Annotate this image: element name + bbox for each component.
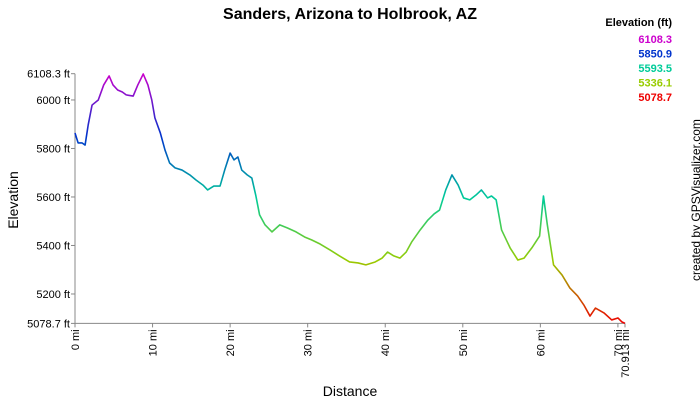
y-tick-label: 6000 ft: [36, 95, 70, 107]
chart-title: Sanders, Arizona to Holbrook, AZ: [223, 6, 477, 23]
elevation-line: [74, 73, 626, 325]
x-tick-label: 60 mi: [535, 329, 547, 356]
x-tick-label: 50 mi: [458, 329, 470, 356]
legend-value: 6108.3: [638, 34, 672, 46]
x-tick-label: 40 mi: [380, 329, 392, 356]
legend-value: 5593.5: [638, 63, 672, 75]
y-tick-label: 5078.7 ft: [27, 318, 70, 330]
x-tick-label: 70 mi: [613, 329, 625, 356]
y-tick-label: 5800 ft: [36, 143, 70, 155]
y-tick-label: 6108.3 ft: [27, 69, 70, 81]
x-tick-label: 0 mi: [70, 329, 82, 350]
y-tick-label: 5400 ft: [36, 240, 70, 252]
legend-value: 5078.7: [638, 92, 672, 104]
y-tick-label: 5600 ft: [36, 192, 70, 204]
x-tick-label: 10 mi: [148, 329, 160, 356]
legend-value: 5850.9: [638, 49, 672, 61]
credit: created by GPSVisualizer.com: [689, 119, 700, 281]
x-tick-label: 30 mi: [303, 329, 315, 356]
x-tick-label: 70.913 mi: [620, 329, 632, 377]
x-axis-title: Distance: [323, 383, 378, 399]
legend-title: Elevation (ft): [605, 17, 672, 29]
y-tick-label: 5200 ft: [36, 289, 70, 301]
legend-value: 5336.1: [638, 78, 672, 90]
x-tick-label: 20 mi: [225, 329, 237, 356]
y-axis-title: Elevation: [5, 171, 21, 229]
